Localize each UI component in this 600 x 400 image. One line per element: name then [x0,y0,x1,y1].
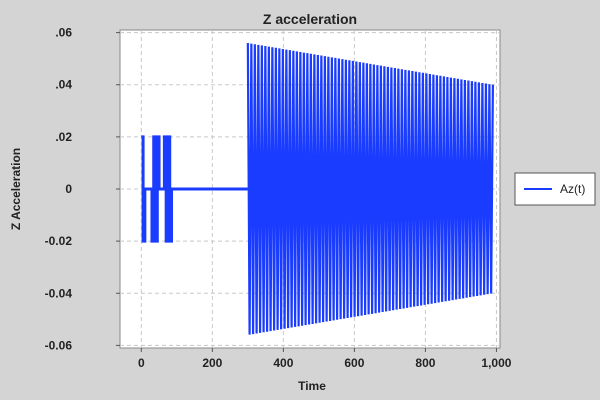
y-tick-label: 0 [65,182,72,196]
series-line-steps [141,135,248,243]
y-axis-label: Z Acceleration [9,148,23,230]
y-tick-label: .06 [55,26,72,40]
x-tick-label: 1,000 [481,356,511,370]
y-tick-label: .02 [55,130,72,144]
series-line-oscillation [246,43,494,335]
x-axis: 0 200 400 600 800 1,000 [138,348,512,370]
y-tick-label: -0.06 [45,338,73,352]
x-tick-label: 200 [202,356,222,370]
chart-title: Z acceleration [263,11,357,27]
x-tick-label: 400 [273,356,293,370]
x-tick-label: 600 [344,356,364,370]
legend-label: Az(t) [560,182,585,196]
x-tick-label: 800 [415,356,435,370]
legend: Az(t) [514,172,596,206]
y-tick-label: .04 [55,78,72,92]
series-layer [141,43,494,335]
x-axis-label: Time [298,379,326,393]
y-axis: -0.06 -0.04 -0.02 0 .02 .04 .06 [45,26,120,352]
x-tick-label: 0 [138,356,145,370]
y-tick-label: -0.02 [45,234,73,248]
y-tick-label: -0.04 [45,286,73,300]
